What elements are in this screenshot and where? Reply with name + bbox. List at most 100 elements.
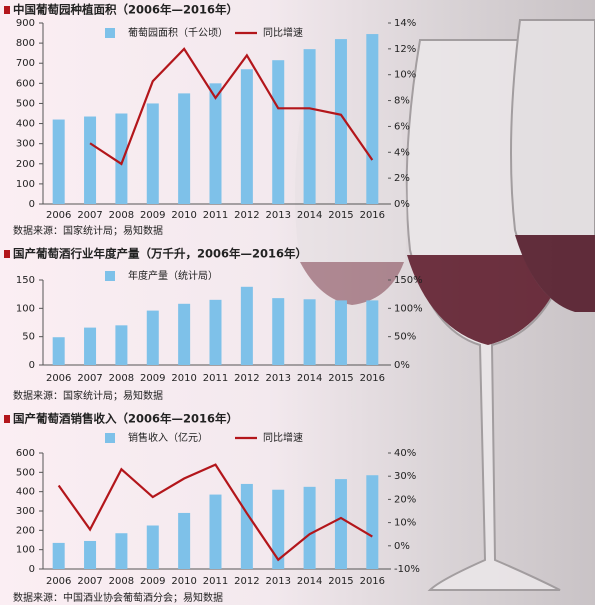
y-tick-label: 150 bbox=[16, 275, 35, 286]
bar bbox=[366, 475, 379, 569]
y-tick-label: 500 bbox=[16, 98, 35, 109]
x-tick-label: 2010 bbox=[171, 210, 196, 221]
y2-tick-label: 6% bbox=[394, 121, 410, 132]
bar bbox=[240, 483, 253, 569]
bar bbox=[146, 103, 159, 204]
x-tick-label: 2009 bbox=[140, 373, 165, 384]
y-tick-label: 400 bbox=[16, 487, 35, 498]
x-tick-label: 2008 bbox=[109, 373, 134, 384]
y-tick-label: 0 bbox=[29, 360, 35, 371]
bar bbox=[366, 34, 379, 204]
bar bbox=[334, 479, 347, 569]
y2-tick-label: 0% bbox=[394, 199, 410, 210]
y-tick-label: 600 bbox=[16, 448, 35, 459]
x-tick-label: 2014 bbox=[297, 373, 322, 384]
legend-label: 销售收入（亿元） bbox=[128, 431, 208, 444]
x-tick-label: 2013 bbox=[266, 210, 291, 221]
bar bbox=[146, 525, 159, 569]
y-tick-label: 700 bbox=[16, 58, 35, 69]
y2-tick-label: 30% bbox=[394, 471, 416, 482]
y2-tick-label: 2% bbox=[394, 173, 410, 184]
legend-label: 年度产量（统计局） bbox=[128, 269, 218, 282]
y-tick-label: 200 bbox=[16, 159, 35, 170]
legend-swatch bbox=[105, 433, 115, 443]
bar bbox=[240, 286, 253, 365]
y-tick-label: 800 bbox=[16, 38, 35, 49]
x-tick-label: 2012 bbox=[234, 210, 259, 221]
x-tick-label: 2006 bbox=[46, 576, 71, 587]
x-tick-label: 2015 bbox=[328, 373, 353, 384]
bar bbox=[84, 327, 97, 365]
bar bbox=[178, 93, 191, 204]
bar bbox=[178, 303, 191, 365]
bar bbox=[84, 540, 97, 569]
bar bbox=[272, 60, 285, 205]
y2-tick-label: 10% bbox=[394, 518, 416, 529]
bar bbox=[115, 325, 128, 365]
x-tick-label: 2011 bbox=[203, 373, 228, 384]
title-marker bbox=[4, 6, 10, 14]
x-tick-label: 2009 bbox=[140, 576, 165, 587]
legend-label: 同比增速 bbox=[263, 431, 303, 444]
y-tick-label: 100 bbox=[16, 303, 35, 314]
x-tick-label: 2012 bbox=[234, 576, 259, 587]
bar bbox=[303, 486, 316, 569]
y-tick-label: 200 bbox=[16, 525, 35, 536]
x-tick-label: 2008 bbox=[109, 210, 134, 221]
x-tick-label: 2012 bbox=[234, 373, 259, 384]
bar bbox=[334, 39, 347, 204]
x-tick-label: 2014 bbox=[297, 210, 322, 221]
y2-tick-label: 14% bbox=[394, 18, 416, 29]
source-note: 数据来源：国家统计局；易知数据 bbox=[13, 389, 163, 402]
x-tick-label: 2007 bbox=[77, 210, 102, 221]
y2-tick-label: 4% bbox=[394, 147, 410, 158]
bar bbox=[209, 83, 222, 204]
bar bbox=[303, 49, 316, 205]
legend-label: 葡萄园面积（千公顷） bbox=[128, 26, 228, 39]
source-note: 数据来源：国家统计局；易知数据 bbox=[13, 224, 163, 237]
legend-swatch bbox=[105, 271, 115, 281]
chart-title: 国产葡萄酒行业年度产量（万千升，2006年—2016年） bbox=[13, 247, 307, 261]
bar bbox=[209, 494, 222, 569]
x-tick-label: 2008 bbox=[109, 576, 134, 587]
x-tick-label: 2009 bbox=[140, 210, 165, 221]
bar bbox=[52, 542, 65, 569]
x-tick-label: 2011 bbox=[203, 210, 228, 221]
bar bbox=[272, 298, 285, 365]
y-tick-label: 600 bbox=[16, 78, 35, 89]
y-tick-label: 400 bbox=[16, 119, 35, 130]
x-tick-label: 2016 bbox=[360, 210, 385, 221]
x-tick-label: 2010 bbox=[171, 373, 196, 384]
y-tick-label: 0 bbox=[29, 199, 35, 210]
chart-title: 中国葡萄园种植面积（2006年—2016年） bbox=[13, 3, 238, 17]
y2-tick-label: 12% bbox=[394, 44, 416, 55]
x-tick-label: 2013 bbox=[266, 576, 291, 587]
y2-tick-label: 0% bbox=[394, 541, 410, 552]
y-tick-label: 50 bbox=[22, 332, 35, 343]
x-tick-label: 2007 bbox=[77, 576, 102, 587]
y2-tick-label: 40% bbox=[394, 448, 416, 459]
y2-tick-label: 10% bbox=[394, 70, 416, 81]
wine-glasses bbox=[295, 19, 595, 591]
line-series bbox=[57, 463, 373, 562]
legend-label: 同比增速 bbox=[263, 26, 303, 39]
x-tick-label: 2010 bbox=[171, 576, 196, 587]
bar bbox=[209, 299, 222, 365]
bar bbox=[52, 337, 65, 365]
bar bbox=[178, 512, 191, 569]
source-note: 数据来源：中国酒业协会葡萄酒分会；易知数据 bbox=[13, 591, 223, 604]
y2-tick-label: 50% bbox=[394, 332, 416, 343]
y2-tick-label: 150% bbox=[394, 275, 423, 286]
y-tick-label: 300 bbox=[16, 506, 35, 517]
x-tick-label: 2006 bbox=[46, 210, 71, 221]
y-tick-label: 0 bbox=[29, 564, 35, 575]
title-marker bbox=[4, 250, 10, 258]
x-tick-label: 2006 bbox=[46, 373, 71, 384]
bar bbox=[240, 69, 253, 204]
x-tick-label: 2016 bbox=[360, 576, 385, 587]
chart-title: 国产葡萄酒销售收入（2006年—2016年） bbox=[13, 412, 238, 426]
bar bbox=[366, 300, 379, 365]
y2-tick-label: 20% bbox=[394, 494, 416, 505]
